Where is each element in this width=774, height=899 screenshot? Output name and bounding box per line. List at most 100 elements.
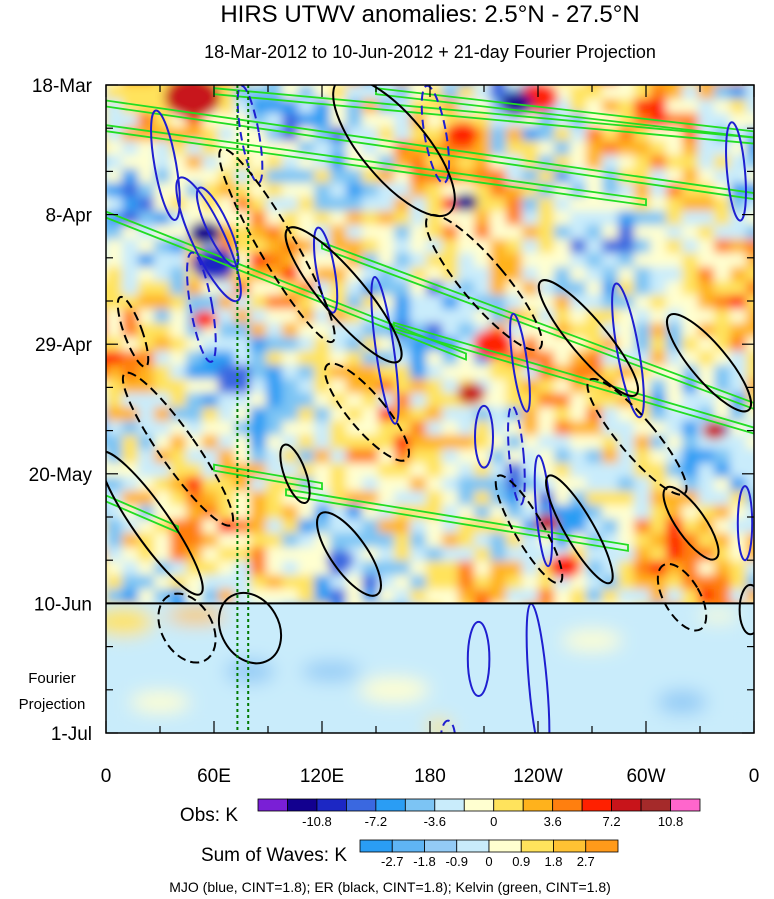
field-cell — [202, 379, 219, 394]
field-cell — [202, 449, 219, 464]
field-cell — [330, 197, 347, 212]
field-cell — [714, 519, 731, 534]
field-cell — [698, 393, 715, 408]
field-cell — [362, 113, 379, 128]
field-cell — [682, 589, 699, 603]
field-cell — [538, 197, 555, 212]
field-cell — [298, 505, 315, 520]
field-cell — [570, 211, 587, 226]
field-cell — [106, 113, 123, 128]
field-cell — [506, 505, 523, 520]
field-cell — [170, 393, 187, 408]
field-cell — [346, 435, 363, 450]
field-cell — [426, 575, 443, 590]
field-cell — [570, 463, 587, 478]
field-cell — [522, 505, 539, 520]
field-cell — [346, 197, 363, 212]
field-cell — [218, 561, 235, 576]
field-cell — [266, 295, 283, 310]
field-cell — [506, 211, 523, 226]
field-cell — [490, 435, 507, 450]
er-contour — [157, 592, 217, 664]
field-cell — [474, 533, 491, 548]
field-cell — [650, 505, 667, 520]
field-cell — [282, 351, 299, 366]
field-cell — [490, 225, 507, 240]
field-cell — [762, 603, 774, 618]
field-cell — [122, 477, 139, 492]
field-cell — [666, 393, 683, 408]
field-cell — [282, 309, 299, 324]
field-cell — [346, 491, 363, 506]
field-cell — [634, 155, 651, 170]
field-feature — [193, 310, 217, 329]
x-tick-label: 0 — [749, 766, 760, 787]
field-cell — [362, 477, 379, 492]
field-cell — [250, 309, 267, 324]
field-cell — [330, 337, 347, 352]
field-cell — [346, 225, 363, 240]
field-cell — [522, 295, 539, 310]
field-cell — [554, 85, 571, 100]
field-cell — [314, 85, 331, 86]
field-cell — [634, 253, 651, 268]
field-cell — [314, 323, 331, 338]
field-cell — [730, 85, 747, 86]
field-cell — [714, 323, 731, 338]
field-cell — [762, 225, 774, 240]
field-cell — [330, 477, 347, 492]
field-cell — [698, 533, 715, 548]
field-cell — [474, 547, 491, 562]
field-cell — [154, 575, 171, 590]
field-cell — [234, 169, 251, 184]
field-cell — [138, 463, 155, 478]
field-cell — [730, 323, 747, 338]
field-cell — [554, 421, 571, 436]
field-cell — [170, 295, 187, 310]
field-cell — [346, 477, 363, 492]
field-cell — [714, 99, 731, 114]
field-cell — [474, 183, 491, 198]
field-cell — [186, 407, 203, 422]
field-cell — [218, 127, 235, 142]
projection-feature — [562, 630, 622, 651]
field-cell — [602, 225, 619, 240]
field-cell — [218, 589, 235, 603]
field-cell — [746, 533, 754, 548]
field-cell — [762, 407, 774, 422]
field-cell — [218, 393, 235, 408]
field-cell — [106, 99, 107, 114]
field-cell — [602, 309, 619, 324]
field-cell — [186, 365, 203, 380]
field-cell — [586, 183, 603, 198]
field-cell — [314, 407, 331, 422]
field-cell — [506, 561, 523, 576]
mjo-contour — [533, 454, 554, 568]
field-cell — [106, 127, 107, 142]
field-cell — [282, 393, 299, 408]
axis-ticks — [105, 84, 755, 734]
field-cell — [266, 435, 283, 450]
field-cell — [538, 127, 555, 142]
field-cell — [538, 379, 555, 394]
obs-colorbar-swatch — [287, 798, 318, 812]
field-cell — [570, 85, 587, 100]
field-cell — [250, 365, 267, 380]
field-cell — [650, 295, 667, 310]
field-cell — [202, 155, 219, 170]
field-cell — [314, 393, 331, 408]
footer-legend: MJO (blue, CINT=1.8); ER (black, CINT=1.… — [169, 879, 611, 895]
field-cell — [266, 183, 283, 198]
field-cell — [186, 379, 203, 394]
field-cell — [602, 211, 619, 226]
field-cell — [666, 239, 683, 254]
field-cell — [346, 113, 363, 128]
field-cell — [314, 491, 331, 506]
field-cell — [474, 85, 491, 100]
field-cell — [602, 85, 619, 100]
field-cell — [570, 421, 587, 436]
field-cell — [106, 183, 123, 198]
field-cell — [522, 575, 539, 590]
field-cell — [122, 393, 139, 408]
field-cell — [122, 421, 139, 436]
